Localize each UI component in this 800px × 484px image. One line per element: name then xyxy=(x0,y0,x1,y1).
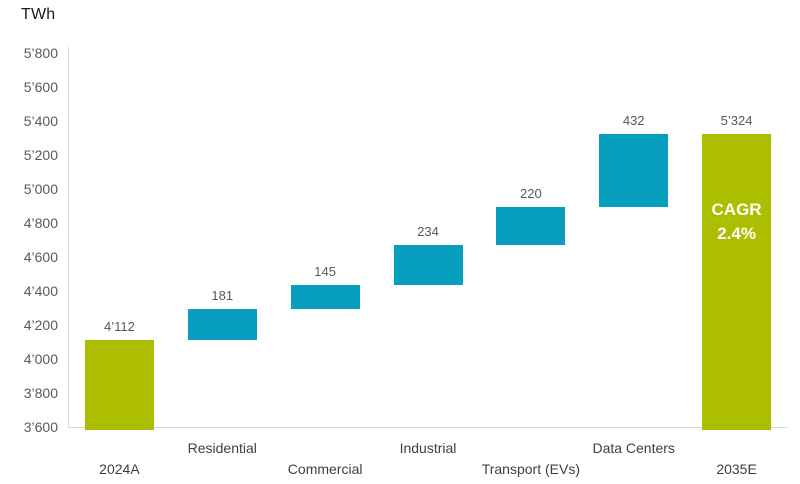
y-tick-label: 5’600 xyxy=(23,79,58,95)
waterfall-bar-2035e xyxy=(702,133,772,430)
waterfall-bar-industrial xyxy=(393,244,463,285)
y-tick-label: 4’800 xyxy=(23,215,58,231)
category-label-2035e: 2035E xyxy=(716,461,757,477)
cagr-annotation-line: 2.4% xyxy=(717,223,756,243)
y-tick-label: 4’400 xyxy=(23,283,58,299)
value-label-residential: 181 xyxy=(211,288,234,304)
waterfall-bar-transport-evs xyxy=(496,207,566,245)
y-axis-line xyxy=(68,47,69,427)
y-tick-label: 5’200 xyxy=(23,147,58,163)
waterfall-bar-residential xyxy=(187,309,257,340)
x-axis-line xyxy=(68,427,788,428)
y-tick-label: 5’000 xyxy=(23,181,58,197)
value-label-transport-evs: 220 xyxy=(519,186,542,202)
y-tick-label: 4’000 xyxy=(23,351,58,367)
category-label-2024a: 2024A xyxy=(99,461,140,477)
category-label-commercial: Commercial xyxy=(287,461,363,477)
y-axis-unit-label: TWh xyxy=(21,6,56,23)
category-label-data-centers: Data Centers xyxy=(592,440,675,456)
y-tick-label: 3’600 xyxy=(23,419,58,435)
y-tick-label: 5’400 xyxy=(23,113,58,129)
value-label-data-centers: 432 xyxy=(622,112,645,128)
y-tick-label: 5’800 xyxy=(23,45,58,61)
y-tick-label: 4’200 xyxy=(23,317,58,333)
value-label-2024a: 4’112 xyxy=(104,318,135,334)
category-label-residential: Residential xyxy=(187,440,257,456)
waterfall-bar-commercial xyxy=(290,284,360,310)
waterfall-bar-2024a xyxy=(84,339,154,430)
cagr-annotation-line: CAGR xyxy=(711,199,762,219)
waterfall-bar-data-centers xyxy=(599,133,669,208)
y-tick-label: 3’800 xyxy=(23,385,58,401)
cagr-annotation: CAGR 2.4% xyxy=(702,198,771,246)
value-label-2035e: 5’324 xyxy=(720,112,753,128)
category-label-industrial: Industrial xyxy=(399,440,457,456)
value-label-industrial: 234 xyxy=(417,223,439,239)
y-tick-label: 4’600 xyxy=(23,249,58,265)
value-label-commercial: 145 xyxy=(314,263,336,279)
category-label-transport-evs: Transport (EVs) xyxy=(481,461,580,477)
